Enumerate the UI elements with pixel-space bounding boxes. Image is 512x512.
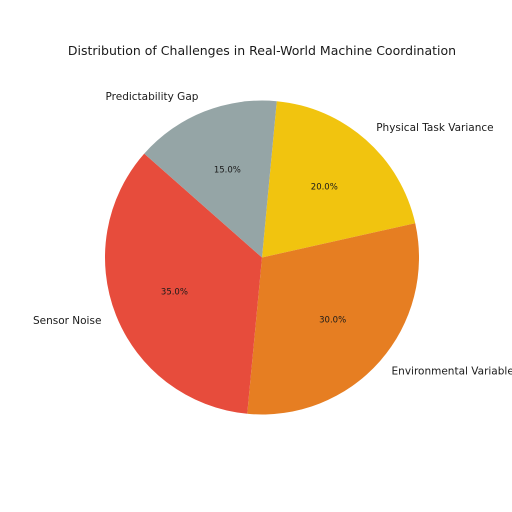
- chart-title: Distribution of Challenges in Real-World…: [68, 43, 456, 58]
- pie-slice: [247, 223, 419, 415]
- pie-slice: [144, 100, 277, 258]
- slice-category-label: Sensor Noise: [33, 315, 101, 327]
- percent-labels: 20.0% 30.0% 35.0% 15.0%: [161, 165, 346, 325]
- slice-percent-label: 15.0%: [214, 165, 241, 175]
- slice-percent-label: 20.0%: [311, 182, 338, 192]
- slice-category-label: Environmental Variables: [392, 366, 512, 378]
- pie-slice: [105, 153, 262, 414]
- slice-percent-label: 35.0%: [161, 288, 188, 298]
- slice-labels: Physical Task Variance Environmental Vari…: [33, 91, 512, 378]
- slice-category-label: Predictability Gap: [106, 91, 199, 103]
- slice-percent-label: 30.0%: [319, 315, 346, 325]
- pie-slice: [262, 101, 416, 258]
- slice-category-label: Physical Task Variance: [376, 122, 493, 134]
- pie-slices: [105, 100, 419, 415]
